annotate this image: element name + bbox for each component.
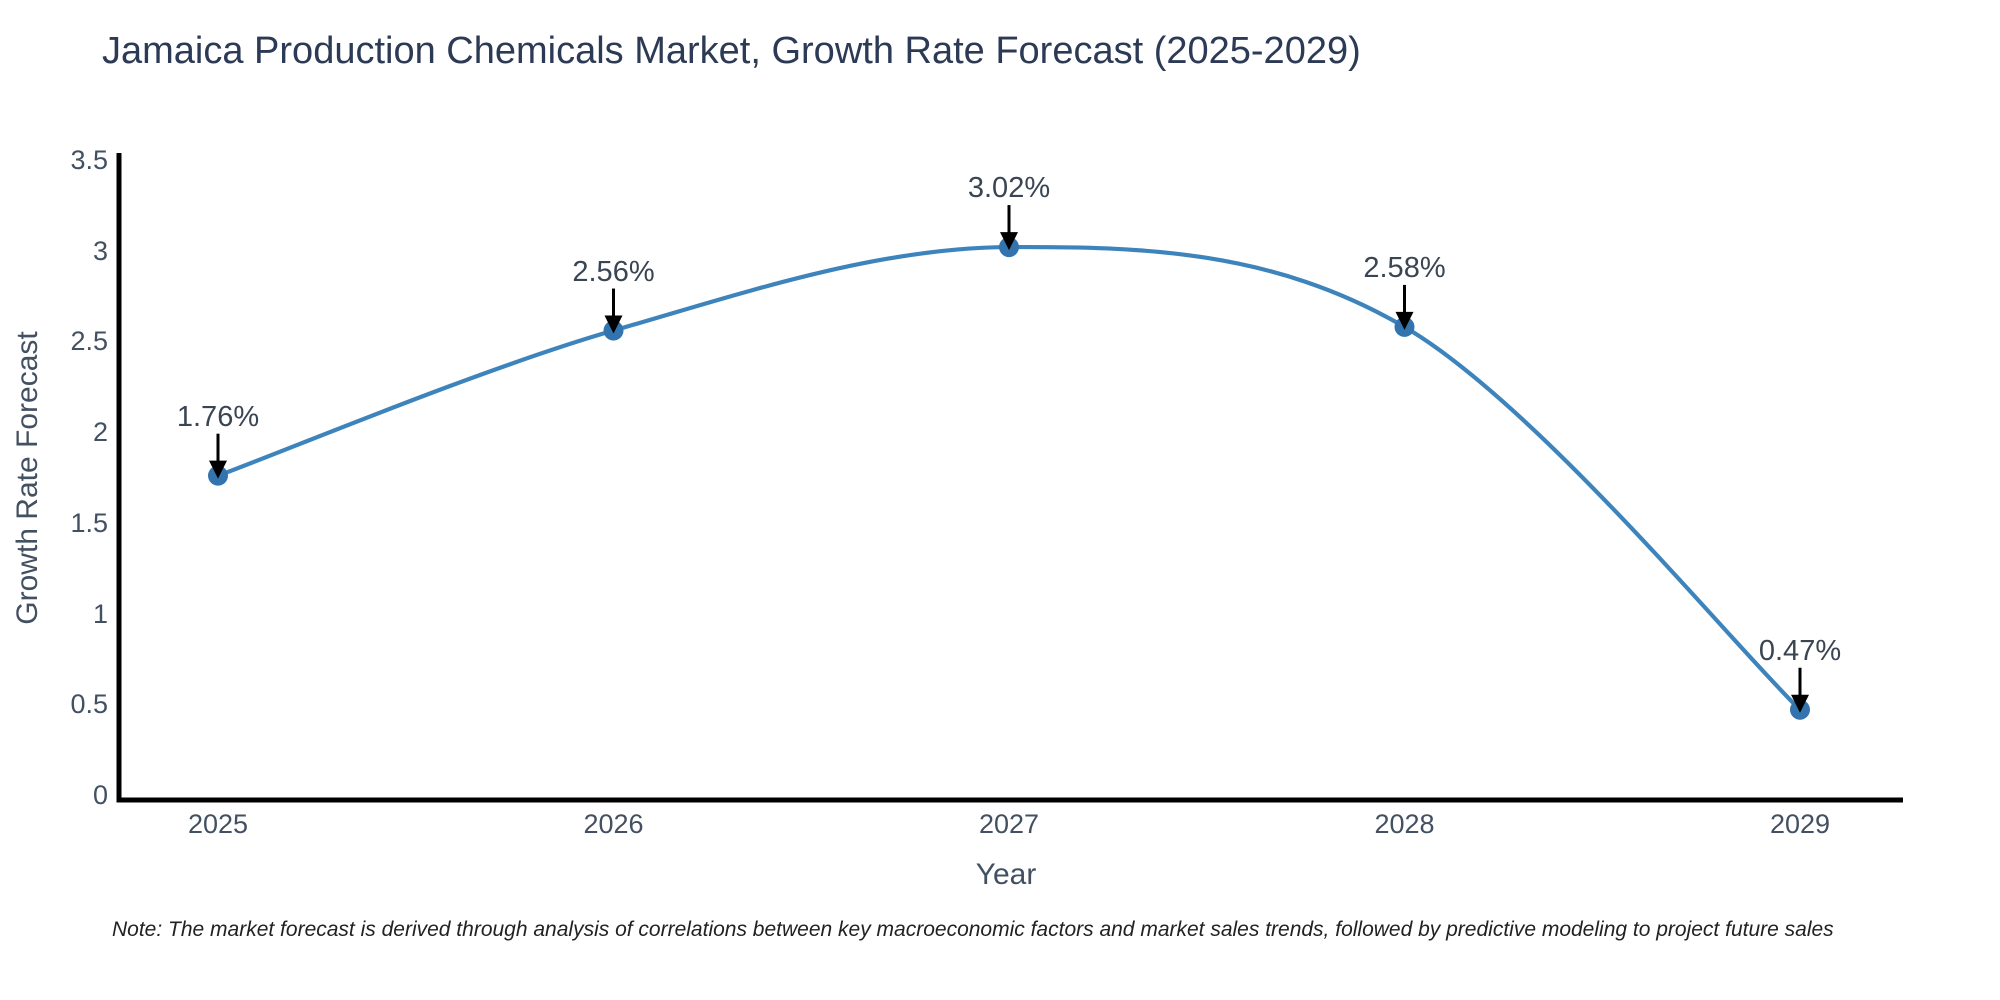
trend-line xyxy=(215,244,1803,712)
x-axis-title: Year xyxy=(975,858,1037,891)
x-tick-label: 2026 xyxy=(583,809,644,839)
x-tick-label: 2027 xyxy=(978,809,1040,839)
y-tick-label: 0 xyxy=(92,780,108,810)
annotation-arrow-head xyxy=(1395,311,1414,330)
y-tick-label: 2 xyxy=(92,417,108,448)
annotation-arrow-head xyxy=(1000,232,1018,251)
y-tick-label: 2.5 xyxy=(70,326,108,357)
y-tick-label: 0.5 xyxy=(70,689,108,720)
data-point-label: 0.47% xyxy=(1758,634,1842,667)
x-tick-label: 2029 xyxy=(1769,809,1831,839)
footnote: Note: The market forecast is derived thr… xyxy=(112,918,1834,941)
y-tick-label: 1.5 xyxy=(70,507,108,538)
y-tick-label: 1 xyxy=(92,598,108,629)
x-tick-label: 2028 xyxy=(1374,809,1435,839)
annotation-arrow-head xyxy=(209,460,227,479)
chart-title: Jamaica Production Chemicals Market, Gro… xyxy=(102,30,1361,72)
y-tick-label: 3.5 xyxy=(70,145,108,175)
data-point-label: 2.58% xyxy=(1363,251,1446,284)
data-point-label: 2.56% xyxy=(572,255,655,288)
data-point-label: 3.02% xyxy=(967,172,1051,205)
data-point-label: 1.76% xyxy=(176,400,260,433)
annotation-arrow-head xyxy=(1791,694,1809,713)
annotation-arrow-head xyxy=(604,315,623,334)
x-tick-label: 2025 xyxy=(187,809,249,839)
y-tick-label: 3 xyxy=(92,235,108,266)
